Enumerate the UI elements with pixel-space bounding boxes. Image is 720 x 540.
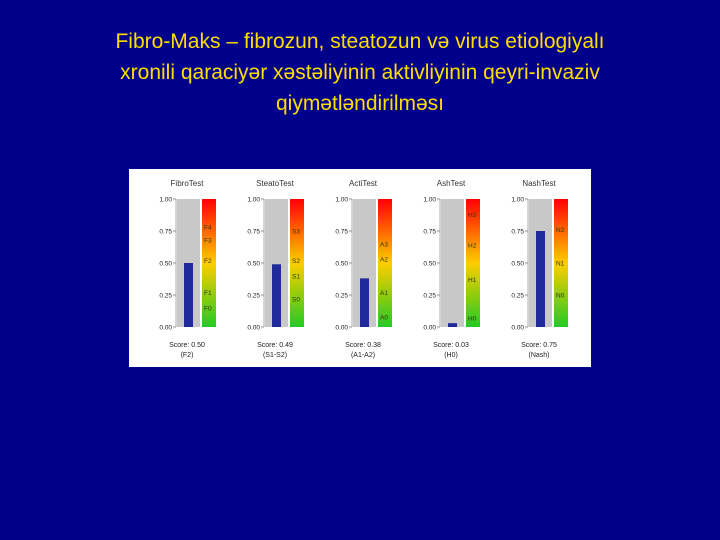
fibrotest-title: FibroTest <box>171 179 205 188</box>
actitest-stage-label: (A1-A2) <box>351 352 375 359</box>
fibrotest-ytick-label: 1.00 <box>159 197 172 204</box>
fibrotest-value-bar <box>184 263 193 327</box>
ashtest-zone-label: H0 <box>468 316 477 323</box>
actitest-ytick-label: 0.50 <box>335 261 348 268</box>
slide-title-line-1: Fibro-Maks – fibrozun, steatozun və viru… <box>115 30 605 53</box>
steatotest-zone-label: S0 <box>292 296 300 303</box>
slide-title-line-2: xronili qaraciyər xəstəliyinin aktivliyi… <box>120 61 600 84</box>
ashtest-stage-label: (H0) <box>444 352 458 359</box>
steatotest-ytick-label: 0.00 <box>247 325 260 332</box>
steatotest-zone-label: S3 <box>292 229 300 236</box>
actitest-value-bar <box>360 278 369 327</box>
fibrotest-score-label: Score: 0.50 <box>169 342 205 349</box>
nashtest-zone-label: N1 <box>556 261 565 268</box>
nashtest-zone-label: N2 <box>556 227 565 234</box>
fibrotest-zone-label: F0 <box>204 305 212 312</box>
ashtest-color-scale <box>466 199 480 327</box>
fibrotest-ytick-label: 0.75 <box>159 229 172 236</box>
slide-title: Fibro-Maks – fibrozun, steatozun və viru… <box>20 26 700 119</box>
steatotest-zone-label: S2 <box>292 258 300 265</box>
fibrotest-stage-label: (F2) <box>181 352 194 359</box>
ashtest-zone-label: H1 <box>468 277 477 284</box>
nashtest-ytick-label: 0.25 <box>511 293 524 300</box>
actitest-track <box>353 199 376 327</box>
nashtest-score-label: Score: 0.75 <box>521 342 557 349</box>
steatotest-zone-label: S1 <box>292 273 300 280</box>
nashtest-zone-label: N0 <box>556 293 565 300</box>
actitest-ytick-label: 0.75 <box>335 229 348 236</box>
nashtest-ytick-label: 1.00 <box>511 197 524 204</box>
nashtest-title: NashTest <box>522 179 556 188</box>
steatotest-color-scale <box>290 199 304 327</box>
ashtest-score-label: Score: 0.03 <box>433 342 469 349</box>
fibrotest-color-scale <box>202 199 216 327</box>
nashtest-color-scale <box>554 199 568 327</box>
nashtest-value-bar <box>536 231 545 327</box>
steatotest-stage-label: (S1-S2) <box>263 352 287 359</box>
ashtest-ytick-label: 0.25 <box>423 293 436 300</box>
fibrotest-ytick-label: 0.50 <box>159 261 172 268</box>
actitest-score-label: Score: 0.38 <box>345 342 381 349</box>
actitest-ytick-label: 0.00 <box>335 325 348 332</box>
ashtest-ytick-label: 0.00 <box>423 325 436 332</box>
fibrotest-zone-label: F3 <box>204 237 212 244</box>
ashtest-ytick-label: 1.00 <box>423 197 436 204</box>
ashtest-ytick-label: 0.75 <box>423 229 436 236</box>
nashtest-ytick-label: 0.75 <box>511 229 524 236</box>
slide-title-line-3: qiymətləndirilməsı <box>275 92 445 115</box>
steatotest-ytick-label: 1.00 <box>247 197 260 204</box>
nashtest-stage-label: (Nash) <box>528 352 549 359</box>
actitest-zone-label: A2 <box>380 257 388 264</box>
fibromax-charts-svg: FibroTest 1.00 0.75 0.50 0.25 0.00 F4 F3 F2 F1 F0 S… <box>159 179 568 359</box>
steatotest-ytick-label: 0.25 <box>247 293 260 300</box>
fibrotest-zone-label: F4 <box>204 225 212 232</box>
nashtest-ytick-label: 0.50 <box>511 261 524 268</box>
steatotest-track <box>265 199 288 327</box>
ashtest-value-bar <box>448 323 457 327</box>
steatotest-score-label: Score: 0.49 <box>257 342 293 349</box>
ashtest-track <box>441 199 464 327</box>
actitest-ytick-label: 0.25 <box>335 293 348 300</box>
fibrotest-zone-label: F2 <box>204 258 212 265</box>
actitest-color-scale <box>378 199 392 327</box>
steatotest-value-bar <box>272 264 281 327</box>
ashtest-ytick-label: 0.50 <box>423 261 436 268</box>
ashtest-zone-label: H3 <box>468 212 477 219</box>
actitest-title: ActiTest <box>349 179 378 188</box>
steatotest-ytick-label: 0.75 <box>247 229 260 236</box>
actitest-ytick-label: 1.00 <box>335 197 348 204</box>
steatotest-ytick-label: 0.50 <box>247 261 260 268</box>
actitest-zone-label: A1 <box>380 290 388 297</box>
fibrotest-ytick-label: 0.00 <box>159 325 172 332</box>
fibrotest-ytick-label: 0.25 <box>159 293 172 300</box>
nashtest-ytick-label: 0.00 <box>511 325 524 332</box>
actitest-zone-label: A3 <box>380 241 388 248</box>
ashtest-zone-label: H2 <box>468 243 477 250</box>
steatotest-title: SteatoTest <box>256 179 295 188</box>
actitest-zone-label: A0 <box>380 314 388 321</box>
fibrotest-zone-label: F1 <box>204 290 212 297</box>
ashtest-title: AshTest <box>437 179 466 188</box>
fibromax-chart-panel: FibroTest 1.00 0.75 0.50 0.25 0.00 F4 F3 F2 F1 F0 S… <box>129 169 591 367</box>
